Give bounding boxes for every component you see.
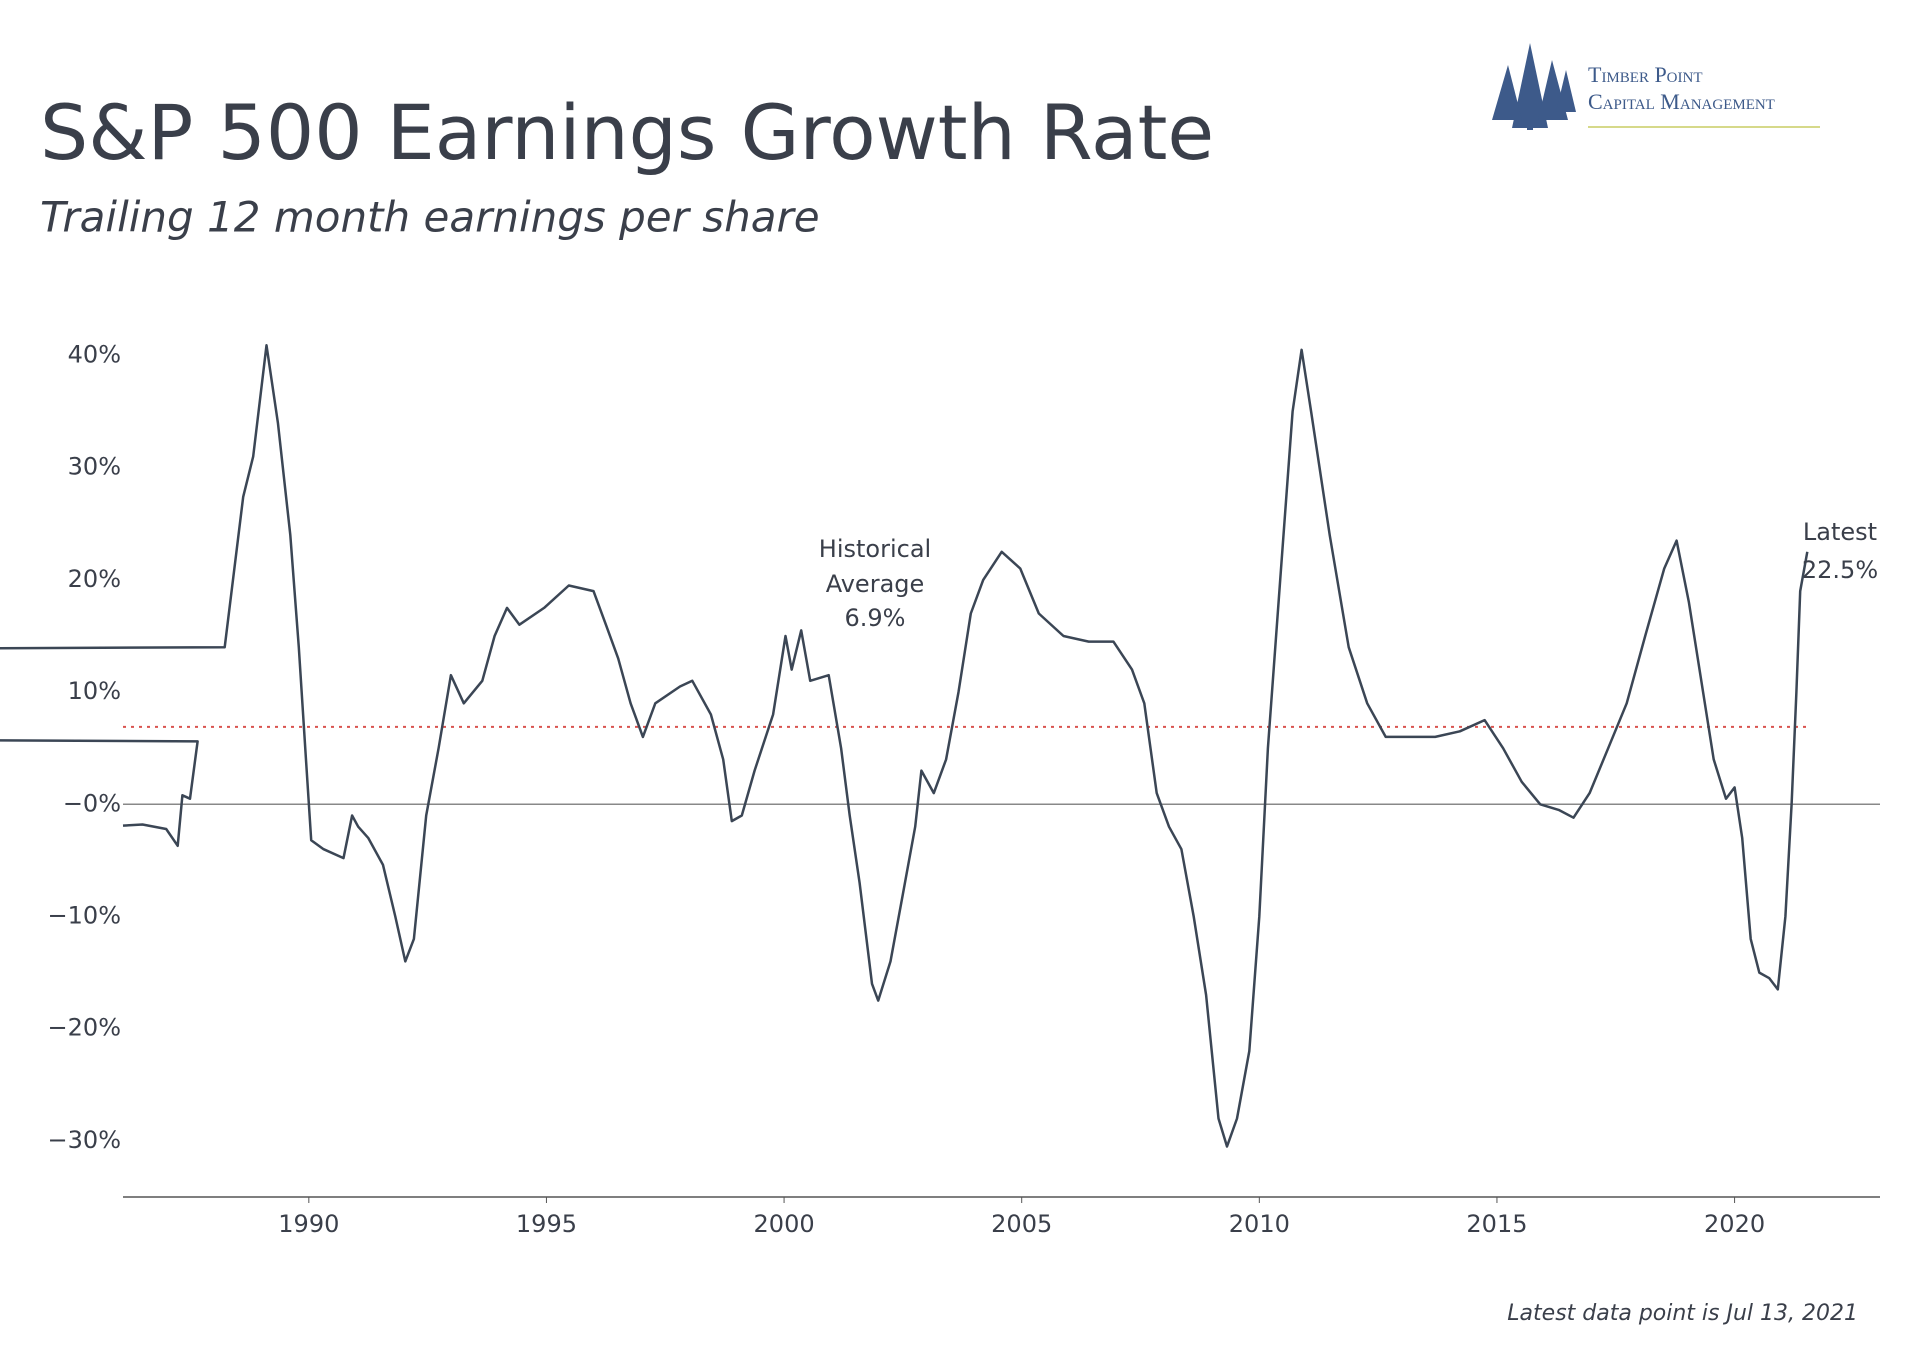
data-line [0,344,1809,1148]
annotation: 22.5% [1802,556,1878,584]
y-tick-label: −20% [48,1014,121,1042]
y-tick-label: 20% [68,565,121,593]
x-tick-label: 2005 [991,1210,1052,1238]
x-tick-label: 1995 [516,1210,577,1238]
footnote: Latest data point is Jul 13, 2021 [1507,1301,1858,1326]
annotation: Historical [819,535,931,563]
x-tick-label: 2015 [1466,1210,1527,1238]
chart-subtitle: Trailing 12 month earnings per share [40,193,820,242]
y-tick-label: −10% [48,901,121,929]
logo-icon [1492,43,1576,130]
annotation: 6.9% [845,604,906,632]
x-tick-label: 2020 [1704,1210,1765,1238]
annotation: Latest [1803,518,1877,546]
y-tick-label: −0% [63,789,121,817]
logo-text: Capital Management [1588,89,1775,114]
y-tick-label: −30% [48,1126,121,1154]
x-tick-label: 2010 [1229,1210,1290,1238]
x-tick-label: 1990 [278,1210,339,1238]
y-tick-label: 30% [68,453,121,481]
x-tick-label: 2000 [754,1210,815,1238]
logo-text: Timber Point [1588,62,1703,87]
y-tick-label: 10% [68,677,121,705]
chart-title: S&P 500 Earnings Growth Rate [40,88,1214,177]
y-tick-label: 40% [68,340,121,368]
annotation: Average [826,570,925,598]
